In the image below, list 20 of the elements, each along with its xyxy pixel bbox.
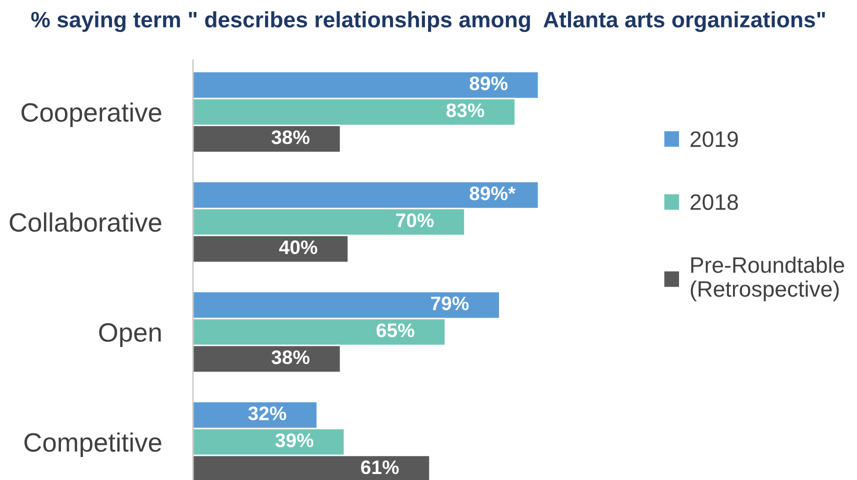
data-label: 32% [248, 406, 286, 420]
data-label: 65% [376, 323, 414, 338]
data-label: 61% [361, 460, 399, 474]
data-label: 38% [272, 130, 310, 144]
legend-label: 2019 [690, 131, 738, 148]
y-tick-label: Cooperative [22, 102, 162, 128]
data-label: 40% [279, 240, 318, 254]
data-label: 70% [396, 213, 434, 228]
chart-title: % saying term " describes relationships among Atlanta arts organizations" [31, 11, 825, 32]
data-label: 83% [446, 103, 484, 118]
y-tick-label: Collaborative [10, 212, 162, 232]
data-label: 79% [431, 296, 469, 310]
y-tick-label: Open [99, 323, 161, 348]
data-label: 38% [272, 350, 310, 364]
data-label: 39% [275, 433, 314, 448]
data-label: 89% [470, 76, 508, 90]
y-tick-label: Competitive [24, 432, 162, 458]
data-label: 89%* [470, 186, 516, 200]
legend-label: 2018 [690, 194, 738, 210]
legend-label: Pre-Roundtable (Retrospective) [690, 256, 844, 302]
